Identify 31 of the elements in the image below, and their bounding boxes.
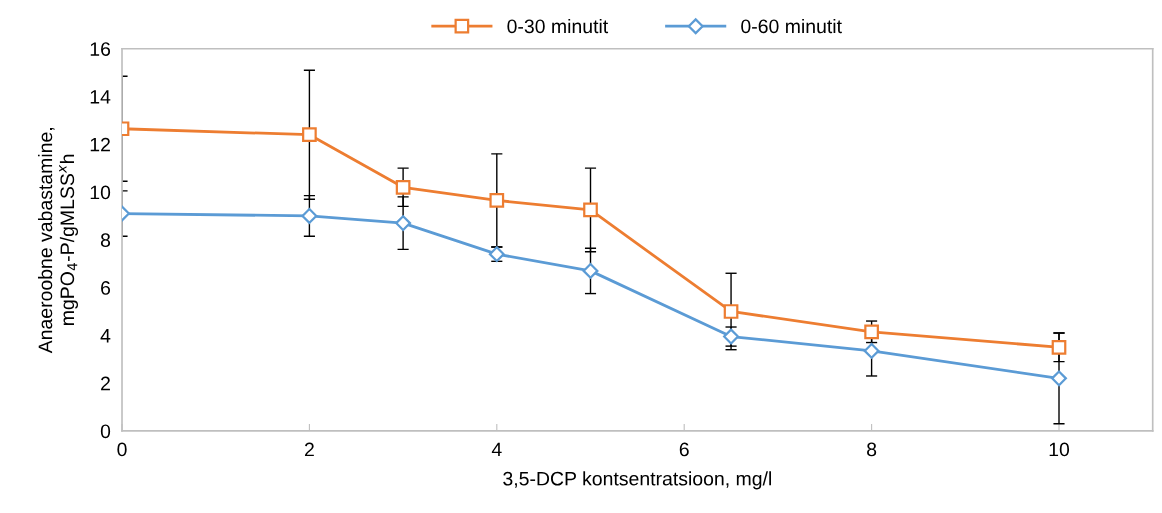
point [582, 262, 599, 279]
x-tick-label: 0 [117, 442, 127, 457]
x-tick-label: 6 [679, 442, 689, 457]
point [489, 193, 505, 208]
x-tick-label: 8 [867, 442, 877, 457]
point [864, 324, 879, 340]
x-tick-label: 10 [1049, 442, 1070, 457]
y-tick-label: 14 [90, 90, 111, 104]
x-tick-label: 2 [304, 442, 314, 457]
point [1051, 339, 1067, 355]
point [395, 215, 412, 232]
y-tick-label: 2 [101, 376, 110, 391]
point [583, 202, 598, 218]
y-tick-label: 12 [90, 137, 110, 152]
x-tick-label: 4 [491, 442, 502, 457]
y-tick-label: 16 [90, 42, 111, 56]
point [302, 127, 317, 143]
point [301, 207, 318, 224]
y-tick-label: 4 [100, 329, 111, 343]
legend-label: 0-60 minutit [741, 18, 842, 34]
y-tick-label: 8 [100, 233, 111, 248]
x-axis-title: 3,5-DCP kontsentratsioon, mg/l [503, 471, 771, 490]
point [863, 342, 880, 359]
point [723, 304, 739, 319]
y-tick-label: 0 [100, 424, 111, 439]
y-axis-title: Anaeroobne vabastamine, mgPO$_{4}$-P/gMLSS$^{x}$h [37, 128, 79, 354]
y-tick-label: 10 [90, 185, 111, 200]
point [1051, 370, 1067, 387]
point [395, 179, 411, 195]
legend-label: 0-30 minutit [507, 18, 609, 34]
y-tick-label: 6 [101, 281, 111, 295]
